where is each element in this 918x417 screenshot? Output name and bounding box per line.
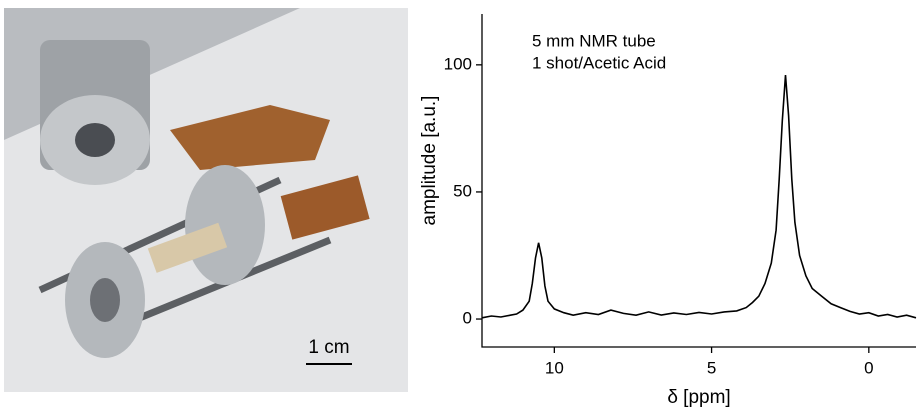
y-axis-label: amplitude [a.u.]	[419, 96, 440, 226]
scale-label: 1 cm	[308, 337, 349, 358]
axes	[481, 14, 916, 348]
y-tick-label: 100	[444, 54, 472, 73]
x-axis-label: δ [ppm]	[667, 387, 730, 408]
coil	[147, 222, 228, 273]
photo: 1 cm	[4, 8, 408, 392]
annotation: 5 mm NMR tube	[532, 31, 656, 50]
y-tick-label: 0	[463, 309, 472, 328]
x-tick-label: 5	[707, 358, 716, 377]
flange-hole	[90, 278, 120, 322]
x-tick-label: 0	[864, 358, 873, 377]
bore	[75, 123, 115, 157]
circuit-board	[170, 105, 330, 170]
spectrum-line	[481, 74, 917, 319]
connector	[280, 175, 370, 240]
flange	[185, 165, 265, 285]
rod	[108, 236, 332, 334]
x-tick-label: 10	[545, 358, 564, 377]
y-tick-label: 50	[453, 181, 472, 200]
annotation: 1 shot/Acetic Acid	[532, 53, 666, 72]
